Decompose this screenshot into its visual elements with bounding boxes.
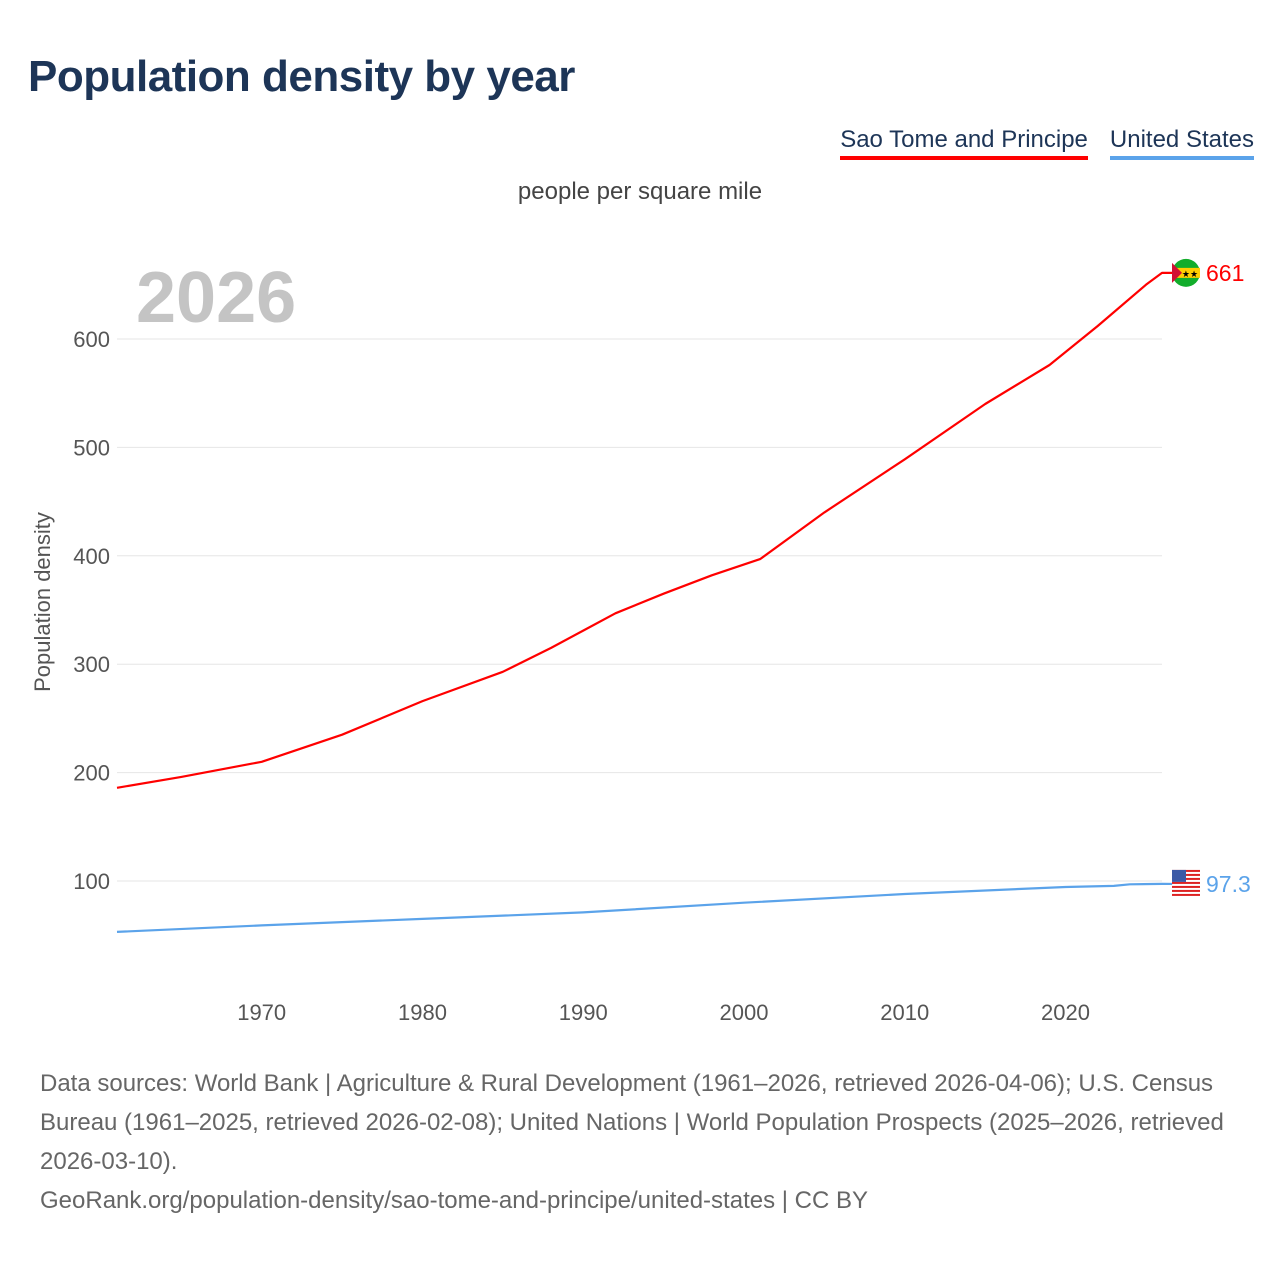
page-title: Population density by year xyxy=(28,52,575,101)
y-tick-label: 500 xyxy=(73,435,110,460)
y-tick-label: 300 xyxy=(73,652,110,677)
source-link[interactable]: GeoRank.org/population-density/sao-tome-… xyxy=(40,1187,868,1214)
footer: Data sources: World Bank | Agriculture &… xyxy=(40,1064,1250,1220)
legend-item-sao-tome[interactable]: Sao Tome and Principe xyxy=(840,126,1088,160)
flag-stripe xyxy=(1172,893,1200,896)
chart-subtitle: people per square mile xyxy=(517,178,763,205)
chart: 2026 Population density 100 200 300 400 500 6… xyxy=(30,258,1251,1025)
y-tick-label: 600 xyxy=(73,327,110,352)
y-tick-label: 400 xyxy=(73,544,110,569)
series-line-0 xyxy=(116,271,1175,789)
series-line-1 xyxy=(116,882,1175,933)
x-tick-label: 1970 xyxy=(237,1000,286,1025)
x-tick-label: 1990 xyxy=(559,1000,608,1025)
legend-item-united-states[interactable]: United States xyxy=(1109,126,1254,160)
x-tick-label: 2010 xyxy=(880,1000,929,1025)
us-flag-icon xyxy=(1172,869,1200,898)
flag-triangle xyxy=(1172,262,1182,283)
end-value-label: 97.3 xyxy=(1206,871,1251,897)
flag-canton xyxy=(1172,869,1186,882)
flag-stripe xyxy=(1172,881,1200,884)
x-tick-label: 2000 xyxy=(720,1000,769,1025)
flag-stripe xyxy=(1172,885,1200,888)
y-tick-label: 100 xyxy=(73,869,110,894)
data-sources: Data sources: World Bank | Agriculture &… xyxy=(40,1070,1224,1175)
x-tick-label: 2020 xyxy=(1041,1000,1090,1025)
sao-tome-flag-icon: ★★ xyxy=(1172,258,1200,287)
flag-stripe xyxy=(1172,889,1200,892)
flag-stripe xyxy=(1172,267,1200,278)
y-tick-label: 200 xyxy=(73,761,110,786)
flag-stars: ★★ xyxy=(1182,269,1198,279)
legend: Sao Tome and Principe United States xyxy=(840,126,1254,160)
y-axis-label: Population density xyxy=(30,512,55,692)
year-watermark: 2026 xyxy=(136,258,296,338)
x-tick-label: 1980 xyxy=(398,1000,447,1025)
end-value-label: 661 xyxy=(1206,260,1244,286)
